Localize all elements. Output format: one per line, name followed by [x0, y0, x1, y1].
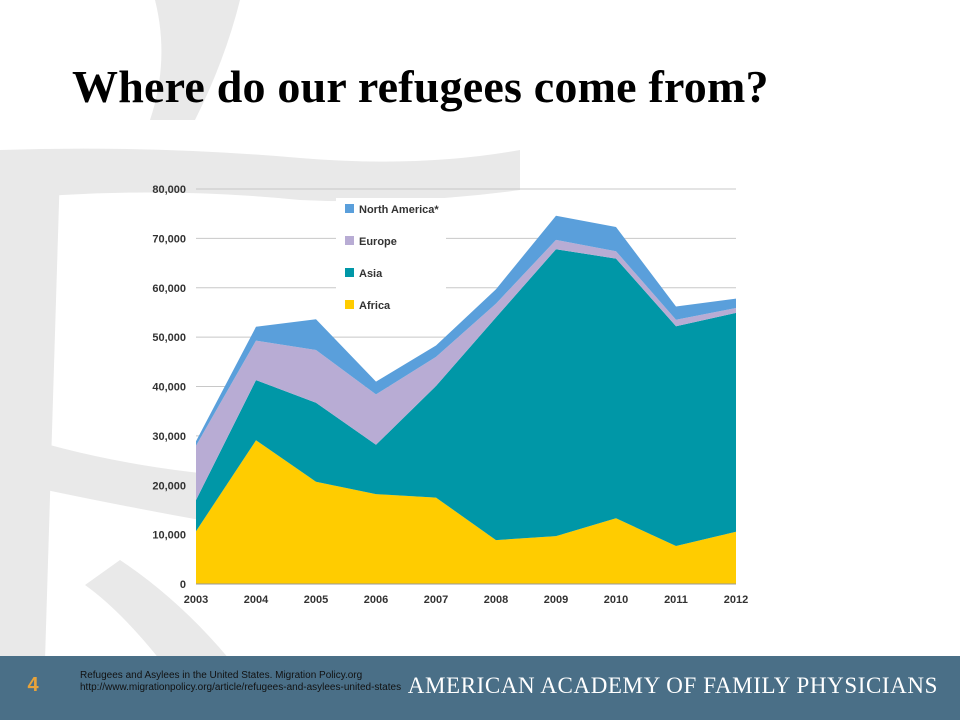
legend-box [336, 198, 446, 322]
legend-label: Europe [359, 236, 397, 248]
slide-title: Where do our refugees come from? [72, 61, 769, 112]
legend-label: Africa [359, 300, 391, 312]
x-tick-label: 2008 [484, 594, 508, 606]
legend-swatch [345, 236, 354, 245]
slide-number: 4 [27, 674, 39, 696]
legend-swatch [345, 204, 354, 213]
y-tick-label: 20,000 [152, 480, 186, 492]
y-tick-label: 10,000 [152, 530, 186, 542]
organization-name: AMERICAN ACADEMY OF FAMILY PHYSICIANS [407, 673, 938, 698]
chart-areas [196, 215, 736, 584]
y-tick-label: 30,000 [152, 431, 186, 443]
area-series-asia [196, 249, 736, 546]
x-tick-label: 2007 [424, 594, 448, 606]
y-tick-label: 0 [180, 579, 186, 591]
chart-axes: 0 10,000 20,000 30,000 40,000 50,000 60,000 70,… [152, 184, 748, 606]
y-tick-label: 70,000 [152, 233, 186, 245]
y-tick-label: 60,000 [152, 283, 186, 295]
x-tick-label: 2006 [364, 594, 388, 606]
x-tick-label: 2012 [724, 594, 748, 606]
legend-label: Asia [359, 268, 383, 280]
x-tick-label: 2003 [184, 594, 208, 606]
legend-label: North America* [359, 204, 439, 216]
footer-bar: 4 Refugees and Asylees in the United Sta… [0, 656, 960, 720]
legend-swatch [345, 268, 354, 277]
y-tick-label: 80,000 [152, 184, 186, 196]
area-series-europe [196, 239, 736, 501]
stacked-area-chart: 0 10,000 20,000 30,000 40,000 50,000 60,000 70,… [152, 184, 748, 606]
area-series-north-america [196, 215, 736, 446]
y-tick-label: 50,000 [152, 332, 186, 344]
citation-url[interactable]: http://www.migrationpolicy.org/article/r… [80, 682, 402, 693]
x-tick-label: 2004 [244, 594, 269, 606]
area-series-africa [196, 440, 736, 584]
citation-title: Refugees and Asylees in the United State… [80, 670, 363, 681]
x-tick-label: 2010 [604, 594, 628, 606]
legend-swatch [345, 300, 354, 309]
source-citation: Refugees and Asylees in the United State… [80, 670, 480, 694]
x-tick-label: 2009 [544, 594, 568, 606]
x-tick-label: 2005 [304, 594, 328, 606]
chart-legend: North America* Europe Asia Africa [336, 198, 446, 322]
x-tick-label: 2011 [664, 594, 688, 606]
y-tick-label: 40,000 [152, 382, 186, 394]
